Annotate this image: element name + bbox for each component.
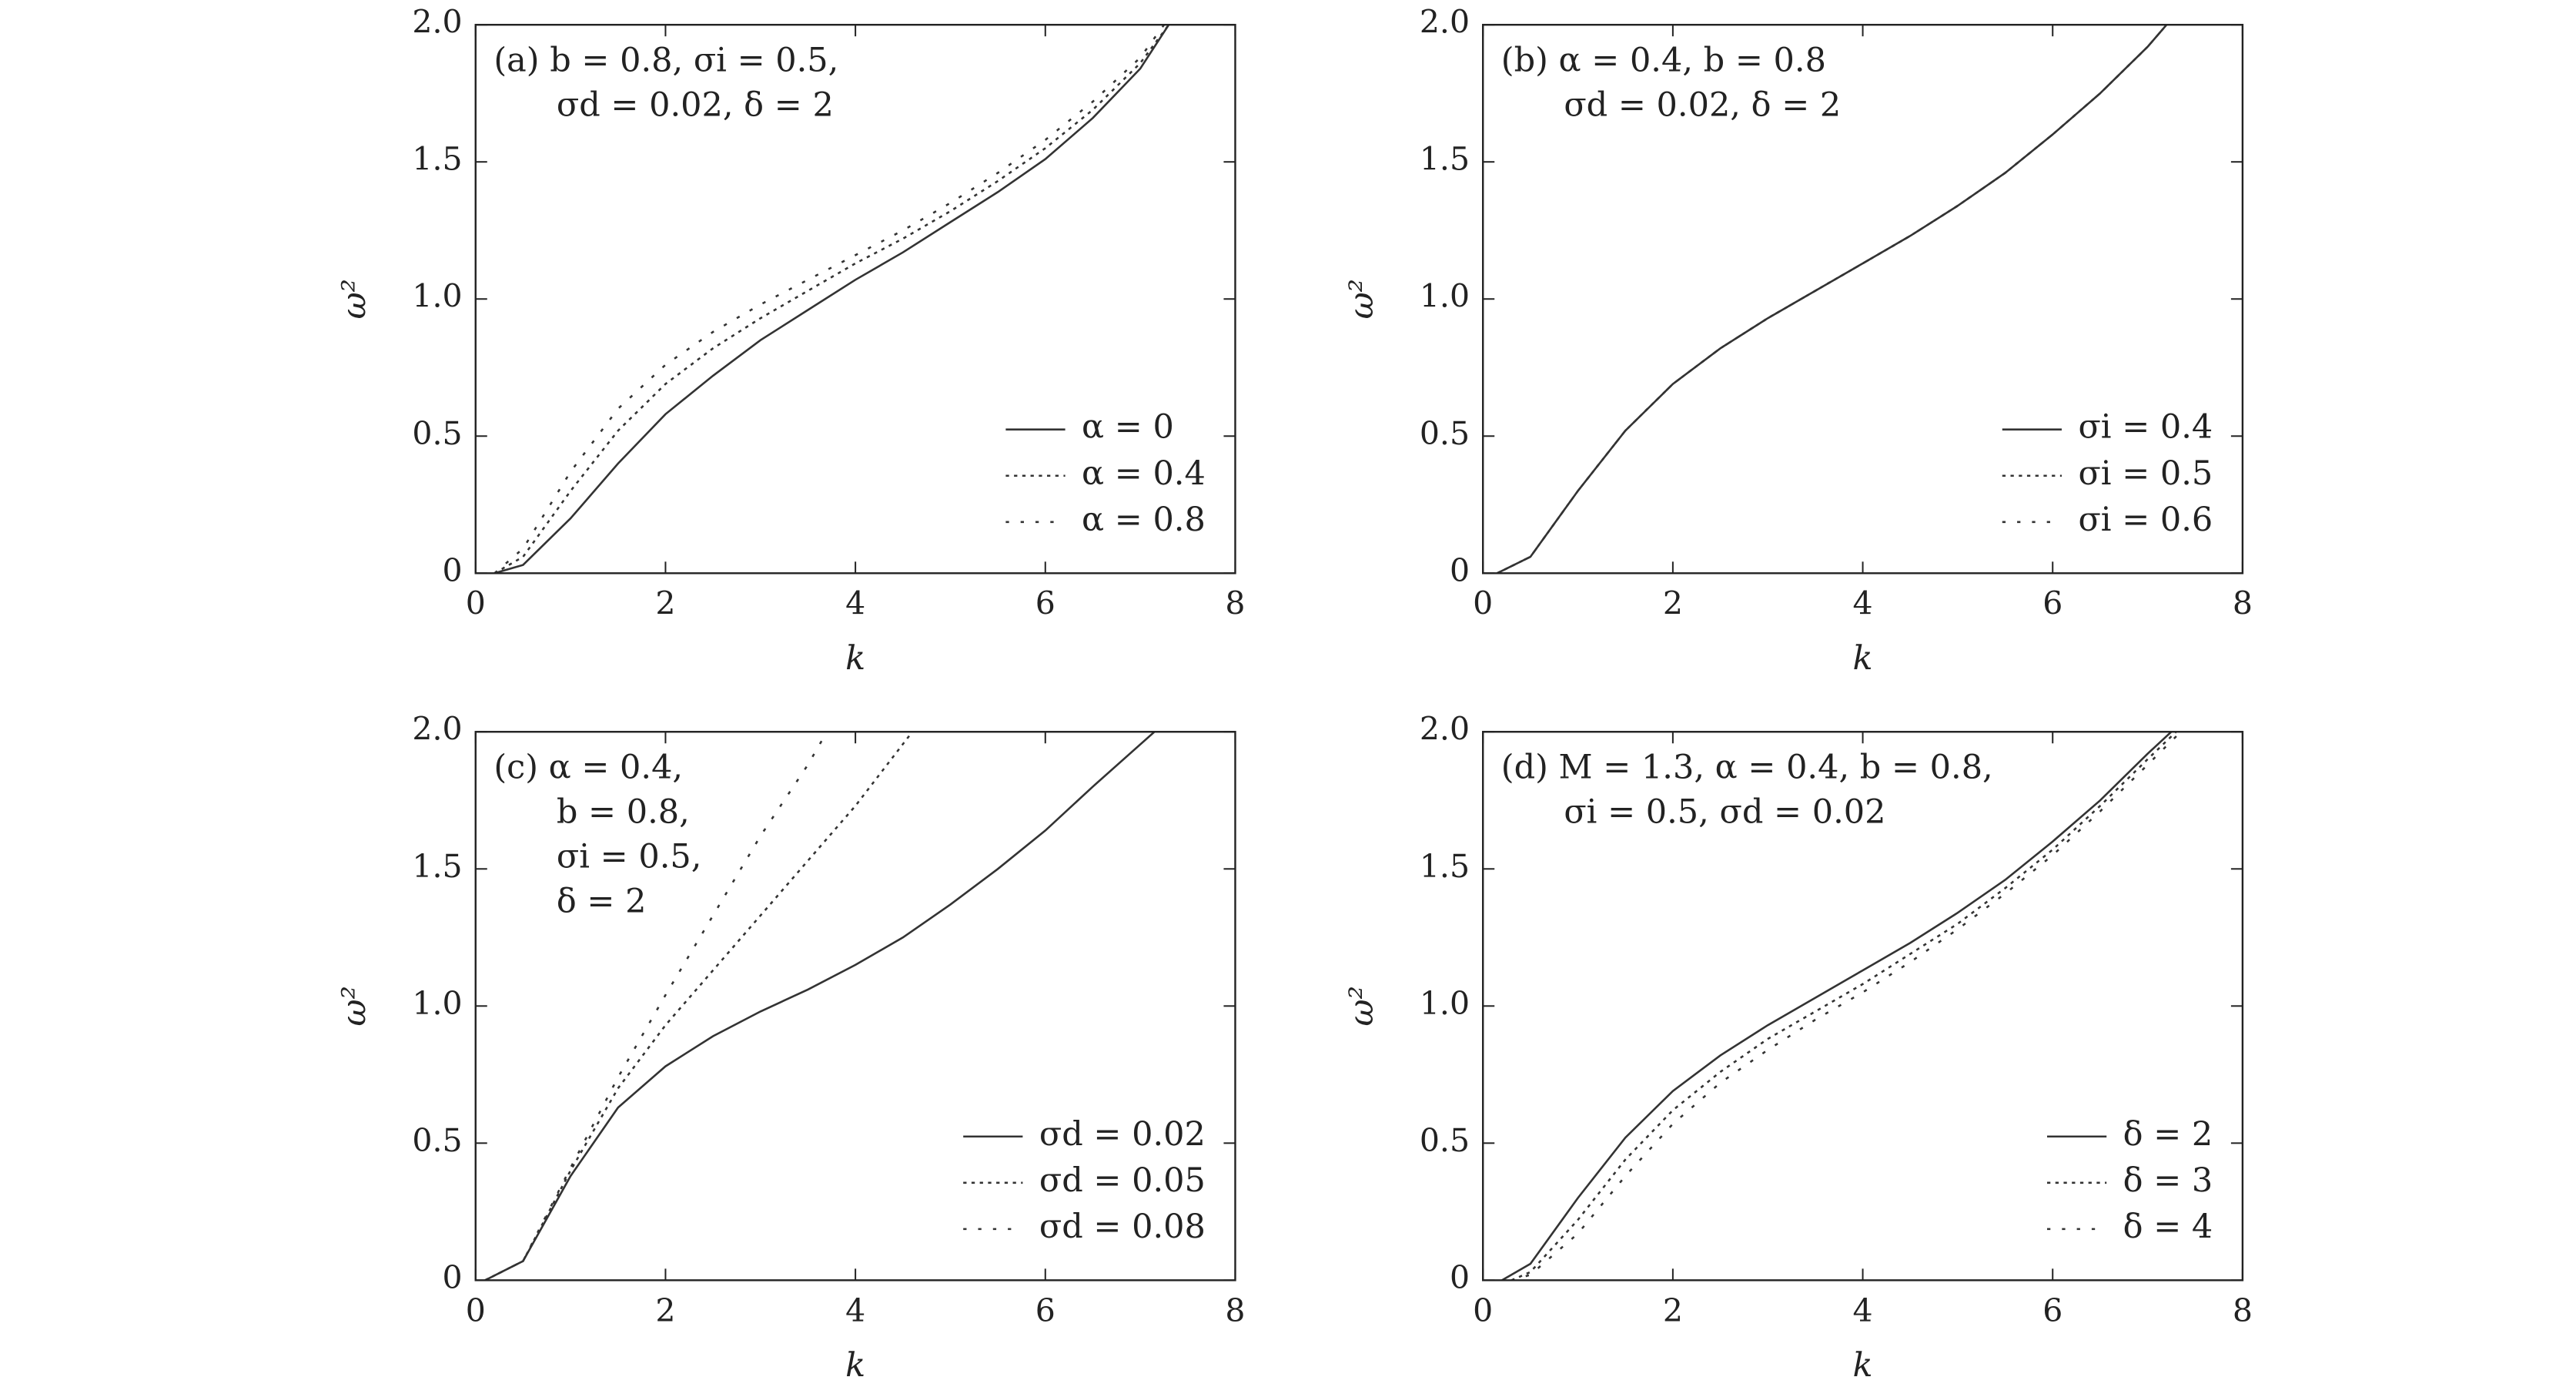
x-tick-label: 6: [2042, 585, 2062, 622]
series-line: [1497, 25, 2168, 574]
y-tick-label: 1.0: [412, 278, 462, 315]
series-line: [484, 732, 828, 1281]
legend-label: α = 0.8: [1082, 501, 1206, 539]
y-tick-label: 0: [1450, 1259, 1470, 1296]
y-tick-label: 0: [443, 1259, 463, 1296]
plot-frame: [474, 731, 1236, 1281]
panel: 0 2 4 6 8 0 0.5 1.0 1.5 2.0 k ω² σd = 0.02 σd = 0.05 σ…: [335, 711, 1245, 1385]
plot-frame: [1482, 731, 2244, 1281]
legend-label: σd = 0.05: [1039, 1161, 1206, 1200]
y-tick-label: 2.0: [412, 711, 462, 748]
y-tick-label: 2.0: [1420, 711, 1470, 748]
plot-frame: [474, 23, 1236, 575]
x-tick-label: 2: [655, 585, 675, 622]
legend-label: α = 0.4: [1082, 454, 1206, 493]
series-line: [484, 732, 914, 1281]
series-line: [1501, 732, 2173, 1281]
legend-label: σi = 0.4: [2078, 408, 2213, 447]
y-axis-label: ω²: [1343, 986, 1381, 1026]
annotation: b = 0.8,: [557, 792, 690, 831]
annotation: σd = 0.02, δ = 2: [1564, 85, 1841, 124]
x-tick-label: 2: [655, 1292, 675, 1329]
annotation: (c) α = 0.4,: [493, 749, 683, 787]
y-tick-label: 0: [1450, 552, 1470, 589]
plot-frame: [1482, 23, 2244, 575]
y-tick-label: 0.5: [412, 1122, 462, 1159]
y-tick-label: 1.0: [1420, 278, 1470, 315]
y-axis-label: ω²: [335, 279, 373, 319]
annotation: σi = 0.5, σd = 0.02: [1564, 792, 1885, 831]
y-axis-label: ω²: [335, 986, 373, 1026]
y-tick-label: 1.0: [412, 985, 462, 1022]
y-tick-label: 0.5: [412, 415, 462, 452]
x-tick-label: 4: [1853, 1292, 1873, 1329]
panel: 0 2 4 6 8 0 0.5 1.0 1.5 2.0 k ω² α = 0 α = 0.4 α = 0.8…: [335, 4, 1245, 678]
y-tick-label: 0: [443, 552, 463, 589]
x-tick-label: 2: [1663, 585, 1683, 622]
x-tick-label: 0: [466, 585, 486, 622]
y-tick-label: 0.5: [1420, 415, 1470, 452]
legend-label: δ = 4: [2123, 1208, 2213, 1246]
y-tick-label: 1.5: [412, 848, 462, 885]
x-tick-label: 8: [2233, 1292, 2253, 1329]
x-tick-label: 0: [466, 1292, 486, 1329]
legend-label: δ = 3: [2123, 1161, 2213, 1200]
x-tick-label: 8: [1225, 585, 1245, 622]
y-tick-label: 1.0: [1420, 985, 1470, 1022]
annotation: (b) α = 0.4, b = 0.8: [1501, 42, 1826, 80]
x-tick-label: 0: [1473, 1292, 1493, 1329]
series-line: [493, 25, 1166, 574]
legend-label: σi = 0.6: [2078, 501, 2213, 539]
x-tick-label: 2: [1663, 1292, 1683, 1329]
x-axis-label: k: [1853, 639, 1873, 678]
series-line: [484, 732, 1156, 1281]
x-tick-label: 4: [845, 1292, 865, 1329]
legend-label: α = 0: [1082, 408, 1174, 447]
panel: 0 2 4 6 8 0 0.5 1.0 1.5 2.0 k ω² δ = 2 δ = 3 δ = 4 (d) …: [1343, 711, 2253, 1385]
x-axis-label: k: [845, 1346, 865, 1385]
x-tick-label: 4: [845, 585, 865, 622]
y-tick-label: 1.5: [412, 141, 462, 178]
legend-label: σi = 0.5: [2078, 454, 2213, 493]
y-tick-label: 2.0: [1420, 4, 1470, 41]
legend-label: δ = 2: [2123, 1115, 2213, 1154]
y-tick-label: 1.5: [1420, 141, 1470, 178]
legend-label: σd = 0.02: [1039, 1115, 1206, 1154]
x-tick-label: 6: [2042, 1292, 2062, 1329]
y-axis-label: ω²: [1343, 279, 1381, 319]
x-tick-label: 4: [1853, 585, 1873, 622]
y-tick-label: 2.0: [412, 4, 462, 41]
annotation: σd = 0.02, δ = 2: [557, 85, 834, 124]
legend-label: σd = 0.08: [1039, 1208, 1206, 1246]
series-line: [494, 25, 1170, 574]
x-tick-label: 6: [1035, 1292, 1055, 1329]
annotation: δ = 2: [557, 882, 647, 920]
y-tick-label: 1.5: [1420, 848, 1470, 885]
annotation: σi = 0.5,: [557, 837, 702, 876]
series-line: [493, 25, 1170, 574]
panel: 0 2 4 6 8 0 0.5 1.0 1.5 2.0 k ω² σi = 0.4 σi = 0.5 σi …: [1343, 4, 2253, 678]
annotation: (a) b = 0.8, σi = 0.5,: [493, 42, 838, 80]
x-axis-label: k: [1853, 1346, 1873, 1385]
annotation: (d) M = 1.3, α = 0.4, b = 0.8,: [1501, 749, 1993, 787]
x-tick-label: 8: [1225, 1292, 1245, 1329]
series-line: [1510, 732, 2182, 1281]
y-tick-label: 0.5: [1420, 1122, 1470, 1159]
x-tick-label: 6: [1035, 585, 1055, 622]
x-tick-label: 0: [1473, 585, 1493, 622]
x-tick-label: 8: [2233, 585, 2253, 622]
x-axis-label: k: [845, 639, 865, 678]
